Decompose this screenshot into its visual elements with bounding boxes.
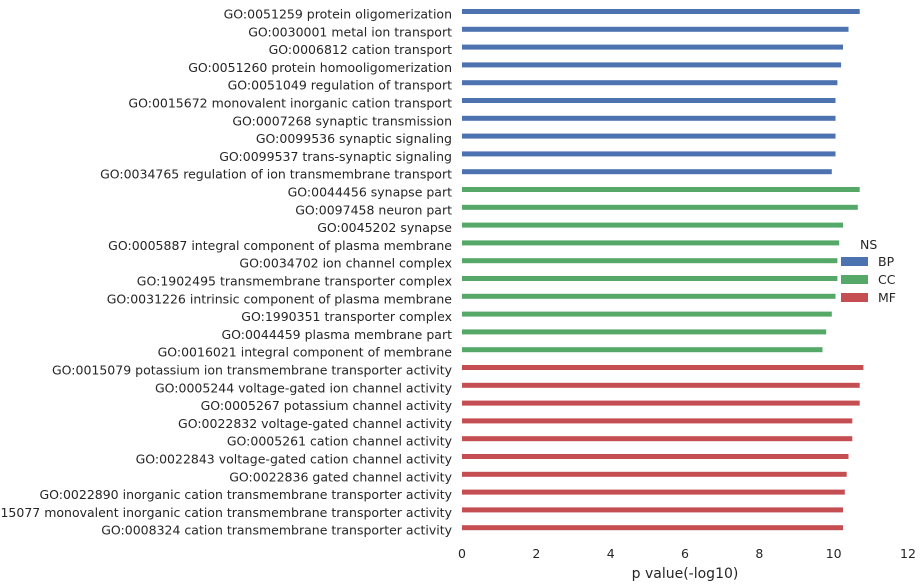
bar — [462, 329, 827, 335]
bar — [462, 293, 836, 299]
category-label: GO:0005261 cation channel activity — [227, 434, 453, 449]
x-tick-label: 4 — [607, 546, 615, 561]
bar — [462, 62, 842, 68]
legend-swatch — [841, 293, 868, 302]
bar — [462, 222, 843, 228]
x-tick-label: 2 — [532, 546, 540, 561]
bar — [462, 258, 838, 264]
bar — [462, 276, 838, 281]
category-label: GO:0034765 regulation of ion transmembra… — [100, 167, 452, 182]
category-label: GO:0016021 integral component of membran… — [158, 345, 453, 360]
category-label: GO:0005244 voltage-gated ion channel act… — [155, 380, 453, 395]
bar — [462, 525, 843, 531]
bar — [462, 9, 860, 14]
category-label: GO:0044459 plasma membrane part — [221, 327, 452, 342]
legend-label: CC — [878, 272, 896, 287]
bar — [462, 311, 832, 317]
x-tick-label: 12 — [900, 546, 916, 561]
bar — [462, 133, 836, 139]
category-label: GO:0097458 neuron part — [295, 202, 452, 217]
bar — [462, 115, 836, 121]
category-label: GO:0045202 synapse — [317, 220, 452, 235]
bar — [462, 489, 845, 495]
category-label: GO:0006812 cation transport — [269, 42, 452, 57]
legend-label: BP — [878, 254, 895, 269]
bar — [462, 44, 843, 50]
x-axis-ticks: 0 2 4 6 8 10 12 — [458, 546, 916, 561]
legend: NS BP CC MF — [841, 237, 896, 305]
category-label: GO:0034702 ion channel complex — [239, 256, 452, 271]
bar — [462, 204, 858, 210]
bar — [462, 507, 843, 513]
category-label: GO:0030001 metal ion transport — [248, 24, 452, 39]
legend-swatch — [841, 275, 868, 284]
category-label: GO:0022836 gated channel activity — [229, 469, 452, 484]
bar — [462, 187, 860, 192]
category-label: GO:0005887 integral component of plasma … — [108, 238, 452, 253]
bars-layer — [462, 9, 864, 531]
bar — [462, 418, 853, 424]
category-label: GO:0022890 inorganic cation transmembran… — [39, 487, 452, 502]
category-label: GO:0051260 protein homooligomerization — [188, 60, 452, 75]
category-label: GO:0022832 voltage-gated channel activit… — [178, 416, 453, 431]
category-label: GO:0051049 regulation of transport — [228, 78, 453, 93]
x-tick-label: 8 — [755, 546, 763, 561]
bar — [462, 436, 853, 442]
bar — [462, 471, 847, 477]
bar — [462, 347, 823, 353]
category-label: GO:1990351 transporter complex — [241, 309, 452, 324]
legend-title: NS — [860, 237, 877, 252]
bar — [462, 365, 864, 370]
bar — [462, 169, 832, 175]
bar — [462, 454, 849, 459]
bar — [462, 98, 836, 103]
category-label: GO:0015079 potassium ion transmembrane t… — [52, 363, 453, 378]
category-label: GO:0044456 synapse part — [288, 185, 452, 200]
category-label: GO:0005267 potassium channel activity — [201, 398, 453, 413]
category-labels: GO:0051259 protein oligomerization GO:003… — [0, 7, 453, 538]
category-label: GO:0008324 cation transmembrane transpor… — [101, 523, 452, 538]
x-tick-label: 10 — [826, 546, 842, 561]
bar — [462, 400, 860, 406]
x-tick-label: 6 — [681, 546, 689, 561]
bar — [462, 240, 840, 246]
x-tick-label: 0 — [458, 546, 466, 561]
x-axis-label: p value(-log10) — [632, 566, 739, 582]
bar — [462, 151, 836, 157]
category-label: GO:0015672 monovalent inorganic cation t… — [128, 96, 452, 111]
legend-swatch — [841, 257, 868, 266]
category-label: GO:0099536 synaptic signaling — [256, 131, 452, 146]
bar — [462, 382, 860, 388]
bar — [462, 80, 838, 86]
category-label: GO:0015077 monovalent inorganic cation t… — [0, 505, 453, 520]
category-label: GO:0022843 voltage-gated cation channel … — [136, 452, 453, 467]
category-label: GO:0099537 trans-synaptic signaling — [219, 149, 452, 164]
category-label: GO:1902495 transmembrane transporter com… — [137, 274, 452, 289]
category-label: GO:0007268 synaptic transmission — [232, 113, 452, 128]
category-label: GO:0051259 protein oligomerization — [224, 7, 452, 22]
category-label: GO:0031226 intrinsic component of plasma… — [107, 291, 453, 306]
legend-label: MF — [878, 290, 896, 305]
bar — [462, 26, 849, 32]
